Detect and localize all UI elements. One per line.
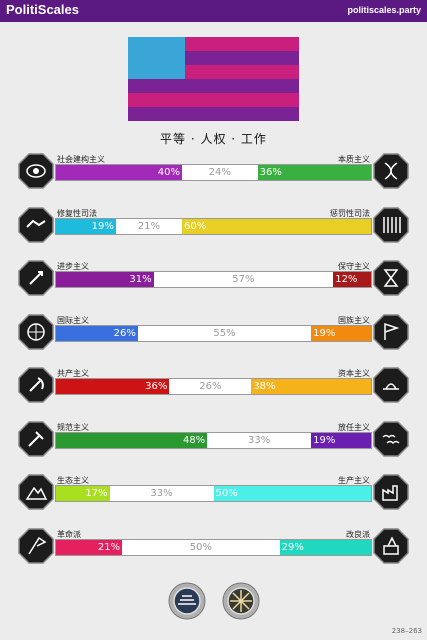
neutral-segment: 55% (213, 327, 236, 339)
axis-left-label: 社会建构主义 (57, 155, 105, 164)
neutral-segment: 33% (248, 434, 271, 446)
hourglass-icon (373, 260, 409, 296)
axis-row: 修复性司法 惩罚性司法 19% 21% 60% (0, 206, 427, 251)
prison-bars-icon (373, 206, 409, 243)
axis-left-label: 修复性司法 (57, 208, 97, 218)
globe-icon (18, 313, 54, 350)
axis-right-label: 惩罚性司法 (330, 208, 370, 218)
axis-row: 革命派 改良派 21% 50% 29% (0, 527, 427, 572)
slogan: 平等 · 人权 · 工作 (160, 132, 267, 146)
brand-title[interactable]: PolitiScales (6, 2, 79, 17)
axis-right-label: 本质主义 (338, 155, 370, 164)
axis-right-label: 生产主义 (338, 476, 370, 485)
neutral-segment: 21% (137, 220, 161, 232)
axis-row: 生态主义 生产主义 17% 33% 50% (0, 474, 427, 518)
mountain-icon (18, 474, 54, 510)
neutral-segment: 26% (199, 381, 222, 392)
axis-bar: 26% 55% 19% (55, 324, 372, 342)
axis-left-label: 革命派 (57, 529, 81, 539)
axis-left-label: 规范主义 (57, 422, 89, 432)
axis-left-label: 生态主义 (57, 476, 89, 485)
right-segment: 19% (311, 432, 371, 448)
left-segment: 31% (56, 272, 154, 287)
left-segment: 19% (56, 218, 116, 234)
right-segment: 19% (311, 325, 371, 341)
right-segment: 60% (182, 218, 371, 234)
axis-row: 社会建构主义 本质主义 40% 24% 36% (0, 153, 427, 197)
flag-canton (128, 37, 185, 79)
neutral-segment: 50% (189, 541, 212, 553)
axis-bar: 36% 26% 38% (55, 378, 372, 395)
neutral-segment: 33% (150, 488, 173, 499)
handshake-icon (18, 206, 54, 243)
axis-bar: 48% 33% 19% (55, 431, 372, 449)
axis-left-label: 进步主义 (57, 262, 89, 271)
axis-right-label: 国族主义 (338, 315, 370, 325)
axis-right-label: 资本主义 (338, 369, 370, 378)
axis-right-label: 放任主义 (338, 422, 370, 432)
left-segment: 26% (56, 325, 138, 341)
gavel-icon (18, 420, 54, 457)
left-segment: 21% (56, 539, 123, 555)
factory-icon (373, 474, 409, 510)
axis-row: 进步主义 保守主义 31% 57% 12% (0, 260, 427, 304)
left-segment: 36% (56, 379, 170, 394)
badge-icon[interactable] (168, 582, 206, 620)
eye-icon (18, 153, 54, 189)
right-segment: 50% (213, 486, 371, 501)
left-segment: 40% (56, 165, 182, 180)
axis-bar: 40% 24% 36% (55, 164, 372, 181)
axis-left-label: 国际主义 (57, 315, 89, 325)
site-link[interactable]: politiscales.party (347, 5, 421, 15)
page-range: 238–263 (391, 627, 422, 635)
right-segment: 38% (251, 379, 371, 394)
neutral-segment: 24% (208, 167, 231, 178)
flag-icon (373, 313, 409, 350)
right-segment: 36% (257, 165, 371, 180)
flag-stripe (128, 93, 299, 107)
axis-right-label: 保守主义 (338, 262, 370, 271)
dna-icon (373, 153, 409, 189)
axis-bar: 31% 57% 12% (55, 271, 372, 288)
axis-row: 共产主义 资本主义 36% 26% 38% (0, 367, 427, 411)
axis-bar: 19% 21% 60% (55, 217, 372, 235)
result-flag (128, 37, 299, 121)
revolution-flag-icon (18, 527, 54, 564)
axis-left-label: 共产主义 (57, 369, 89, 378)
axis-row: 规范主义 放任主义 48% 33% 19% (0, 420, 427, 465)
hammer-sickle-icon (18, 367, 54, 403)
left-segment: 48% (56, 432, 208, 448)
axis-bar: 21% 50% 29% (55, 538, 372, 556)
right-segment: 12% (333, 272, 371, 287)
right-segment: 29% (279, 539, 371, 555)
axis-row: 国际主义 国族主义 26% 55% 19% (0, 313, 427, 358)
ballot-icon (373, 527, 409, 564)
axis-bar: 17% 33% 50% (55, 485, 372, 502)
left-segment: 17% (56, 486, 110, 501)
birds-icon (373, 420, 409, 457)
axis-right-label: 改良派 (346, 529, 370, 539)
rocket-icon (18, 260, 54, 296)
badge-icon[interactable] (222, 582, 260, 620)
neutral-segment: 57% (232, 274, 255, 285)
sunrise-icon (373, 367, 409, 403)
top-bar: PolitiScales politiscales.party (0, 0, 427, 22)
